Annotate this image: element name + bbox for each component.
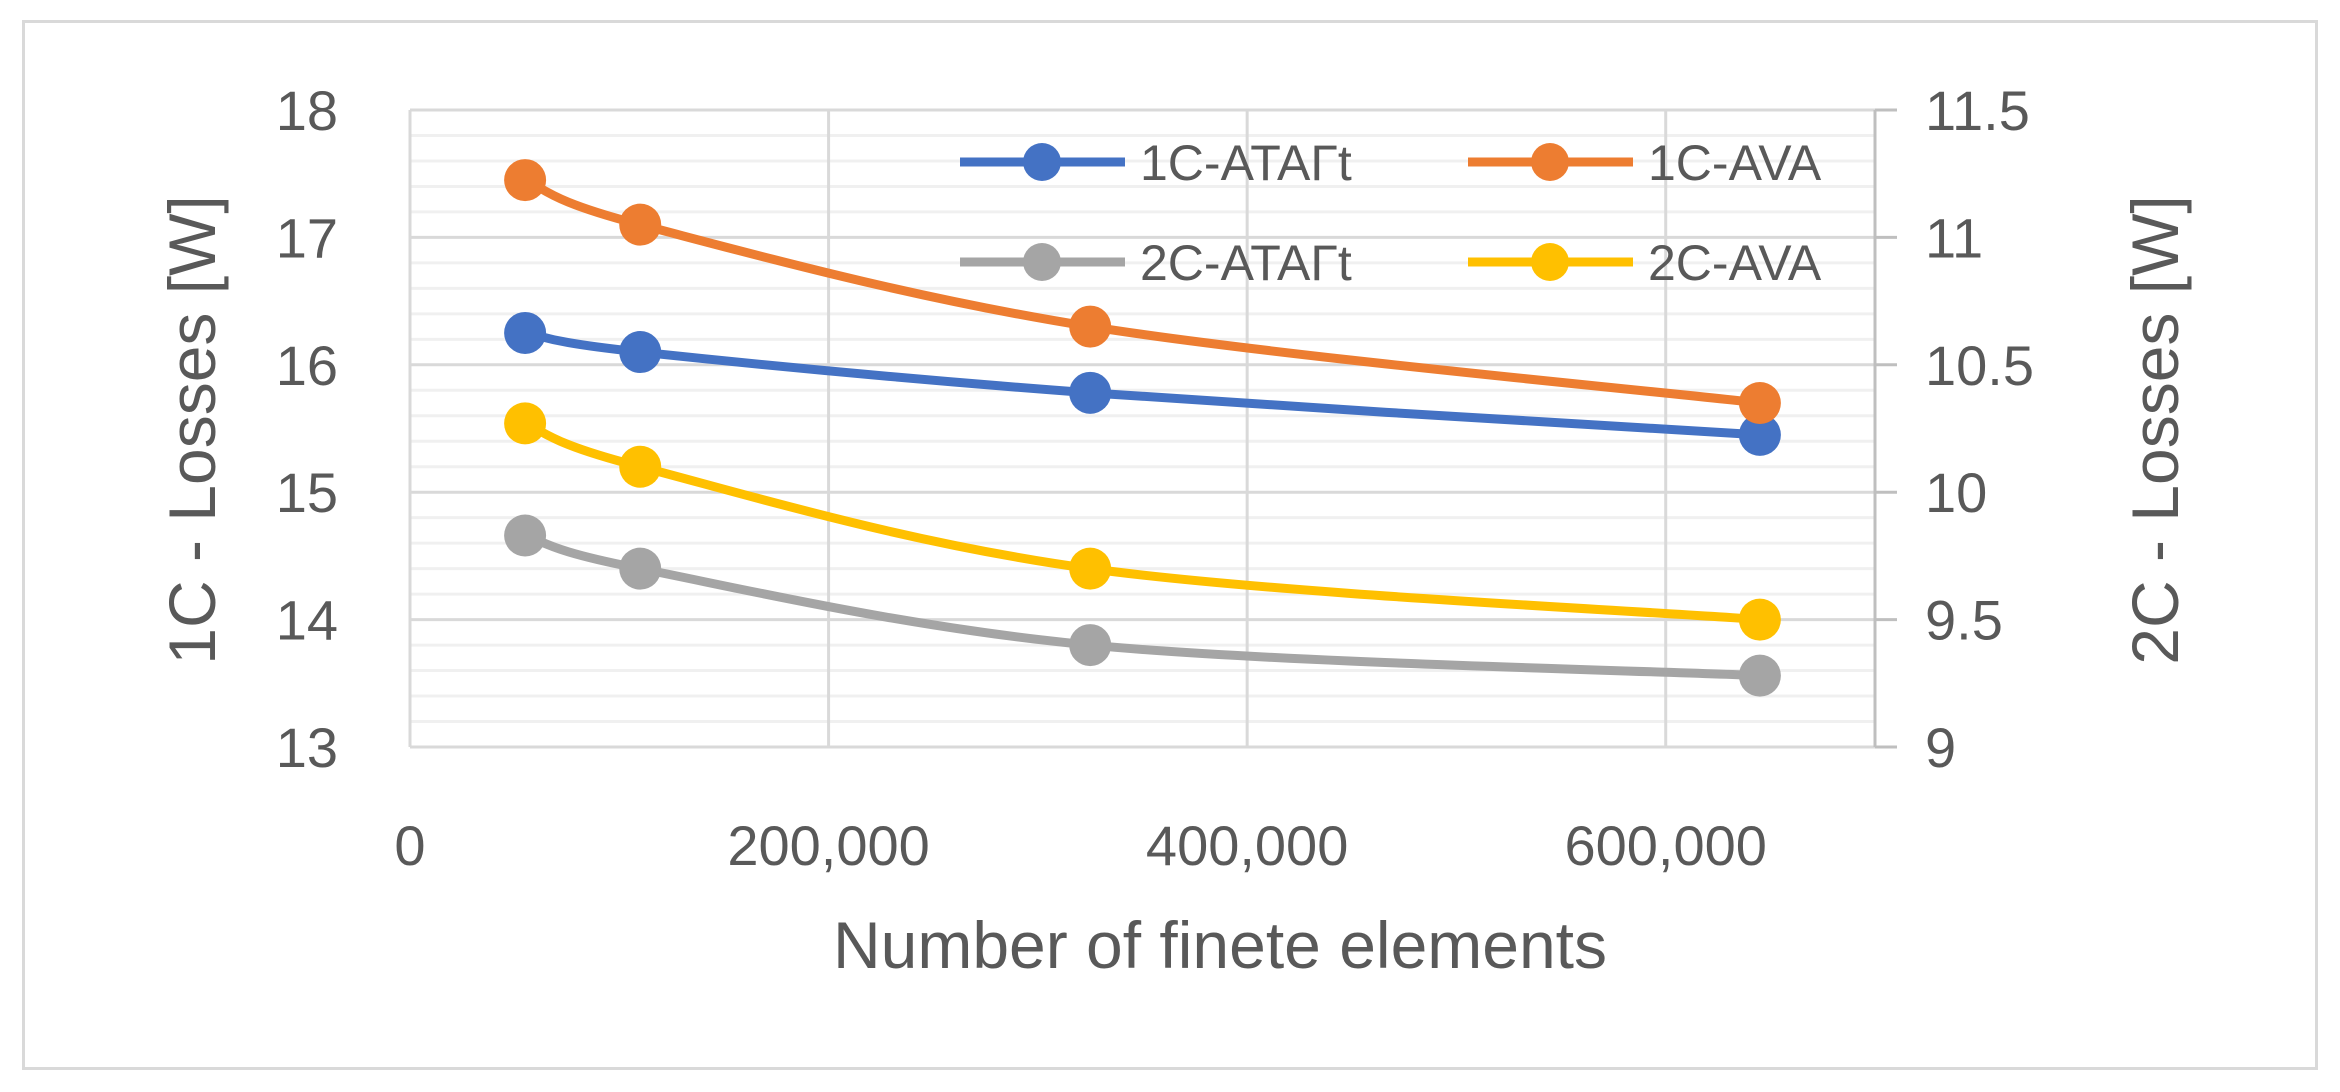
x-tick-label: 600,000 [1564, 814, 1766, 877]
data-point [1069, 371, 1112, 414]
data-point [504, 402, 547, 445]
left-y-tick-label: 15 [276, 461, 338, 524]
legend-item: 1C-ATAΓt [960, 135, 1352, 191]
legend-item: 2C-AVA [1468, 235, 1822, 291]
data-point [504, 514, 547, 557]
right-y-tick-label: 9 [1925, 716, 1956, 779]
data-point [619, 445, 662, 488]
tick-labels: 13 14 15 16 17 18 9 9.5 10 10.5 11 11.5 0 200,000 400,… [276, 79, 2034, 877]
data-point [1069, 547, 1112, 590]
data-point [1069, 624, 1112, 667]
series-line [520, 531, 1765, 681]
chart-frame [22, 20, 2318, 1070]
left-y-tick-label: 14 [276, 589, 338, 652]
legend-label: 2C-ATAΓt [1140, 235, 1352, 291]
left-y-tick-label: 16 [276, 334, 338, 397]
right-y-tick-label: 11.5 [1925, 79, 2030, 142]
series-line [520, 418, 1765, 625]
data-point [504, 159, 547, 202]
x-tick-label: 200,000 [727, 814, 929, 877]
series-3 [504, 514, 1781, 697]
data-point [1738, 413, 1781, 456]
x-tick-label: 400,000 [1146, 814, 1348, 877]
x-axis-title: Number of finete elements [833, 908, 1607, 982]
legend-marker [1023, 143, 1061, 181]
series-4 [504, 402, 1781, 641]
right-y-axis-title: 2C - Losses [W] [2118, 195, 2192, 664]
right-y-tick-label: 9.5 [1925, 589, 2003, 652]
data-point [1069, 305, 1112, 348]
legend: 1C-ATAΓt 1C-AVA 2C-ATAΓt 2C-AVA [960, 135, 1822, 291]
axes [1873, 108, 1897, 749]
legend-label: 1C-AVA [1648, 135, 1822, 191]
left-y-axis-title: 1C - Losses [W] [155, 195, 229, 664]
series-line [520, 328, 1765, 440]
left-y-tick-label: 18 [276, 79, 338, 142]
series-line [520, 175, 1765, 408]
left-y-tick-label: 13 [276, 716, 338, 779]
data-point [1738, 654, 1781, 697]
data-point [1738, 598, 1781, 641]
legend-item: 1C-AVA [1468, 135, 1822, 191]
data-point [1738, 382, 1781, 425]
data-point [619, 331, 662, 374]
series-1 [504, 311, 1781, 456]
legend-marker [1531, 243, 1569, 281]
series [504, 159, 1781, 697]
right-y-tick-label: 10.5 [1925, 334, 2034, 397]
right-y-tick-label: 10 [1925, 461, 1987, 524]
legend-label: 1C-ATAΓt [1140, 135, 1352, 191]
left-y-tick-label: 17 [276, 206, 338, 269]
right-y-tick-label: 11 [1925, 206, 1983, 269]
data-point [619, 547, 662, 590]
legend-item: 2C-ATAΓt [960, 235, 1352, 291]
legend-label: 2C-AVA [1648, 235, 1822, 291]
legend-marker [1023, 243, 1061, 281]
data-point [504, 311, 547, 354]
data-point [619, 203, 662, 246]
series-2 [504, 159, 1781, 425]
x-tick-label: 0 [394, 814, 425, 877]
legend-marker [1531, 143, 1569, 181]
